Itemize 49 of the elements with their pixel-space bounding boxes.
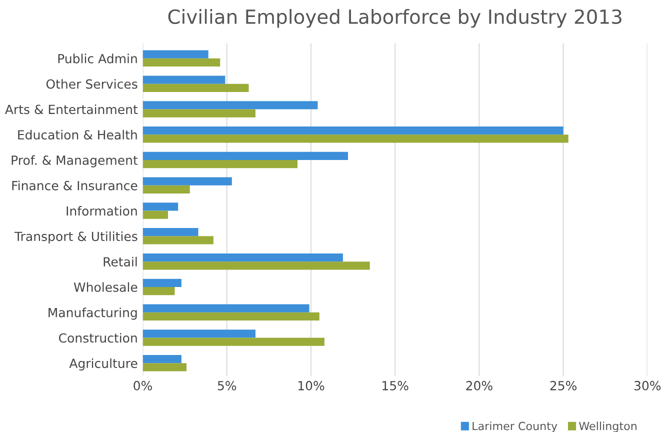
y-tick-label: Retail: [104, 256, 137, 266]
bar: [142, 236, 214, 244]
y-tick-label: Prof. & Management: [12, 155, 138, 168]
bar: [142, 262, 370, 270]
x-tick-label: 25%: [550, 380, 576, 390]
bar: [142, 101, 318, 110]
bar: [142, 58, 220, 67]
y-tick-label: Construction: [59, 333, 137, 343]
y-tick-label: Information: [66, 206, 137, 216]
y-tick-label: Manufacturing: [48, 308, 137, 320]
bar: [142, 126, 564, 135]
x-tick-label: 0%: [134, 380, 152, 390]
bar: [142, 304, 310, 312]
x-tick-label: 10%: [298, 380, 324, 390]
y-tick-label: Finance & Insurance: [12, 180, 138, 190]
y-tick-label: Agriculture: [69, 358, 138, 370]
bar: [142, 109, 256, 118]
x-tick-label: 5%: [218, 380, 236, 390]
bar: [142, 134, 568, 143]
bar: [142, 286, 175, 296]
bar: [142, 160, 298, 168]
bar: [142, 210, 168, 219]
bar: [142, 363, 186, 372]
bar: [142, 228, 198, 236]
bar: [142, 50, 208, 58]
y-tick-label: Public Admin: [58, 54, 137, 64]
bar: [142, 202, 178, 211]
y-tick-label: Wholesale: [74, 282, 138, 292]
x-tick-label: 15%: [382, 380, 408, 390]
y-tick-label: Transport & Utilities: [14, 231, 138, 244]
bar: [142, 330, 256, 338]
chart-title: Civilian Employed Laborforce by Industry 2013: [168, 8, 622, 28]
legend-label: Wellington: [579, 422, 636, 432]
y-tick-label: Other Services: [46, 79, 138, 89]
bar: [142, 152, 348, 160]
y-tick-label: Education & Health: [18, 130, 137, 140]
x-tick-label: 30%: [634, 380, 661, 390]
bar: [142, 312, 320, 320]
bar: [142, 355, 182, 364]
bar: [142, 76, 226, 84]
y-tick-label: Arts & Entertainment: [5, 104, 138, 114]
bar: [142, 84, 249, 92]
bar: [142, 338, 324, 346]
bar: [142, 185, 190, 194]
legend-label: Larimer County: [472, 422, 558, 432]
bar: [142, 253, 343, 262]
x-tick-label: 20%: [466, 380, 492, 390]
bar: [142, 278, 182, 287]
bar: [142, 177, 232, 186]
